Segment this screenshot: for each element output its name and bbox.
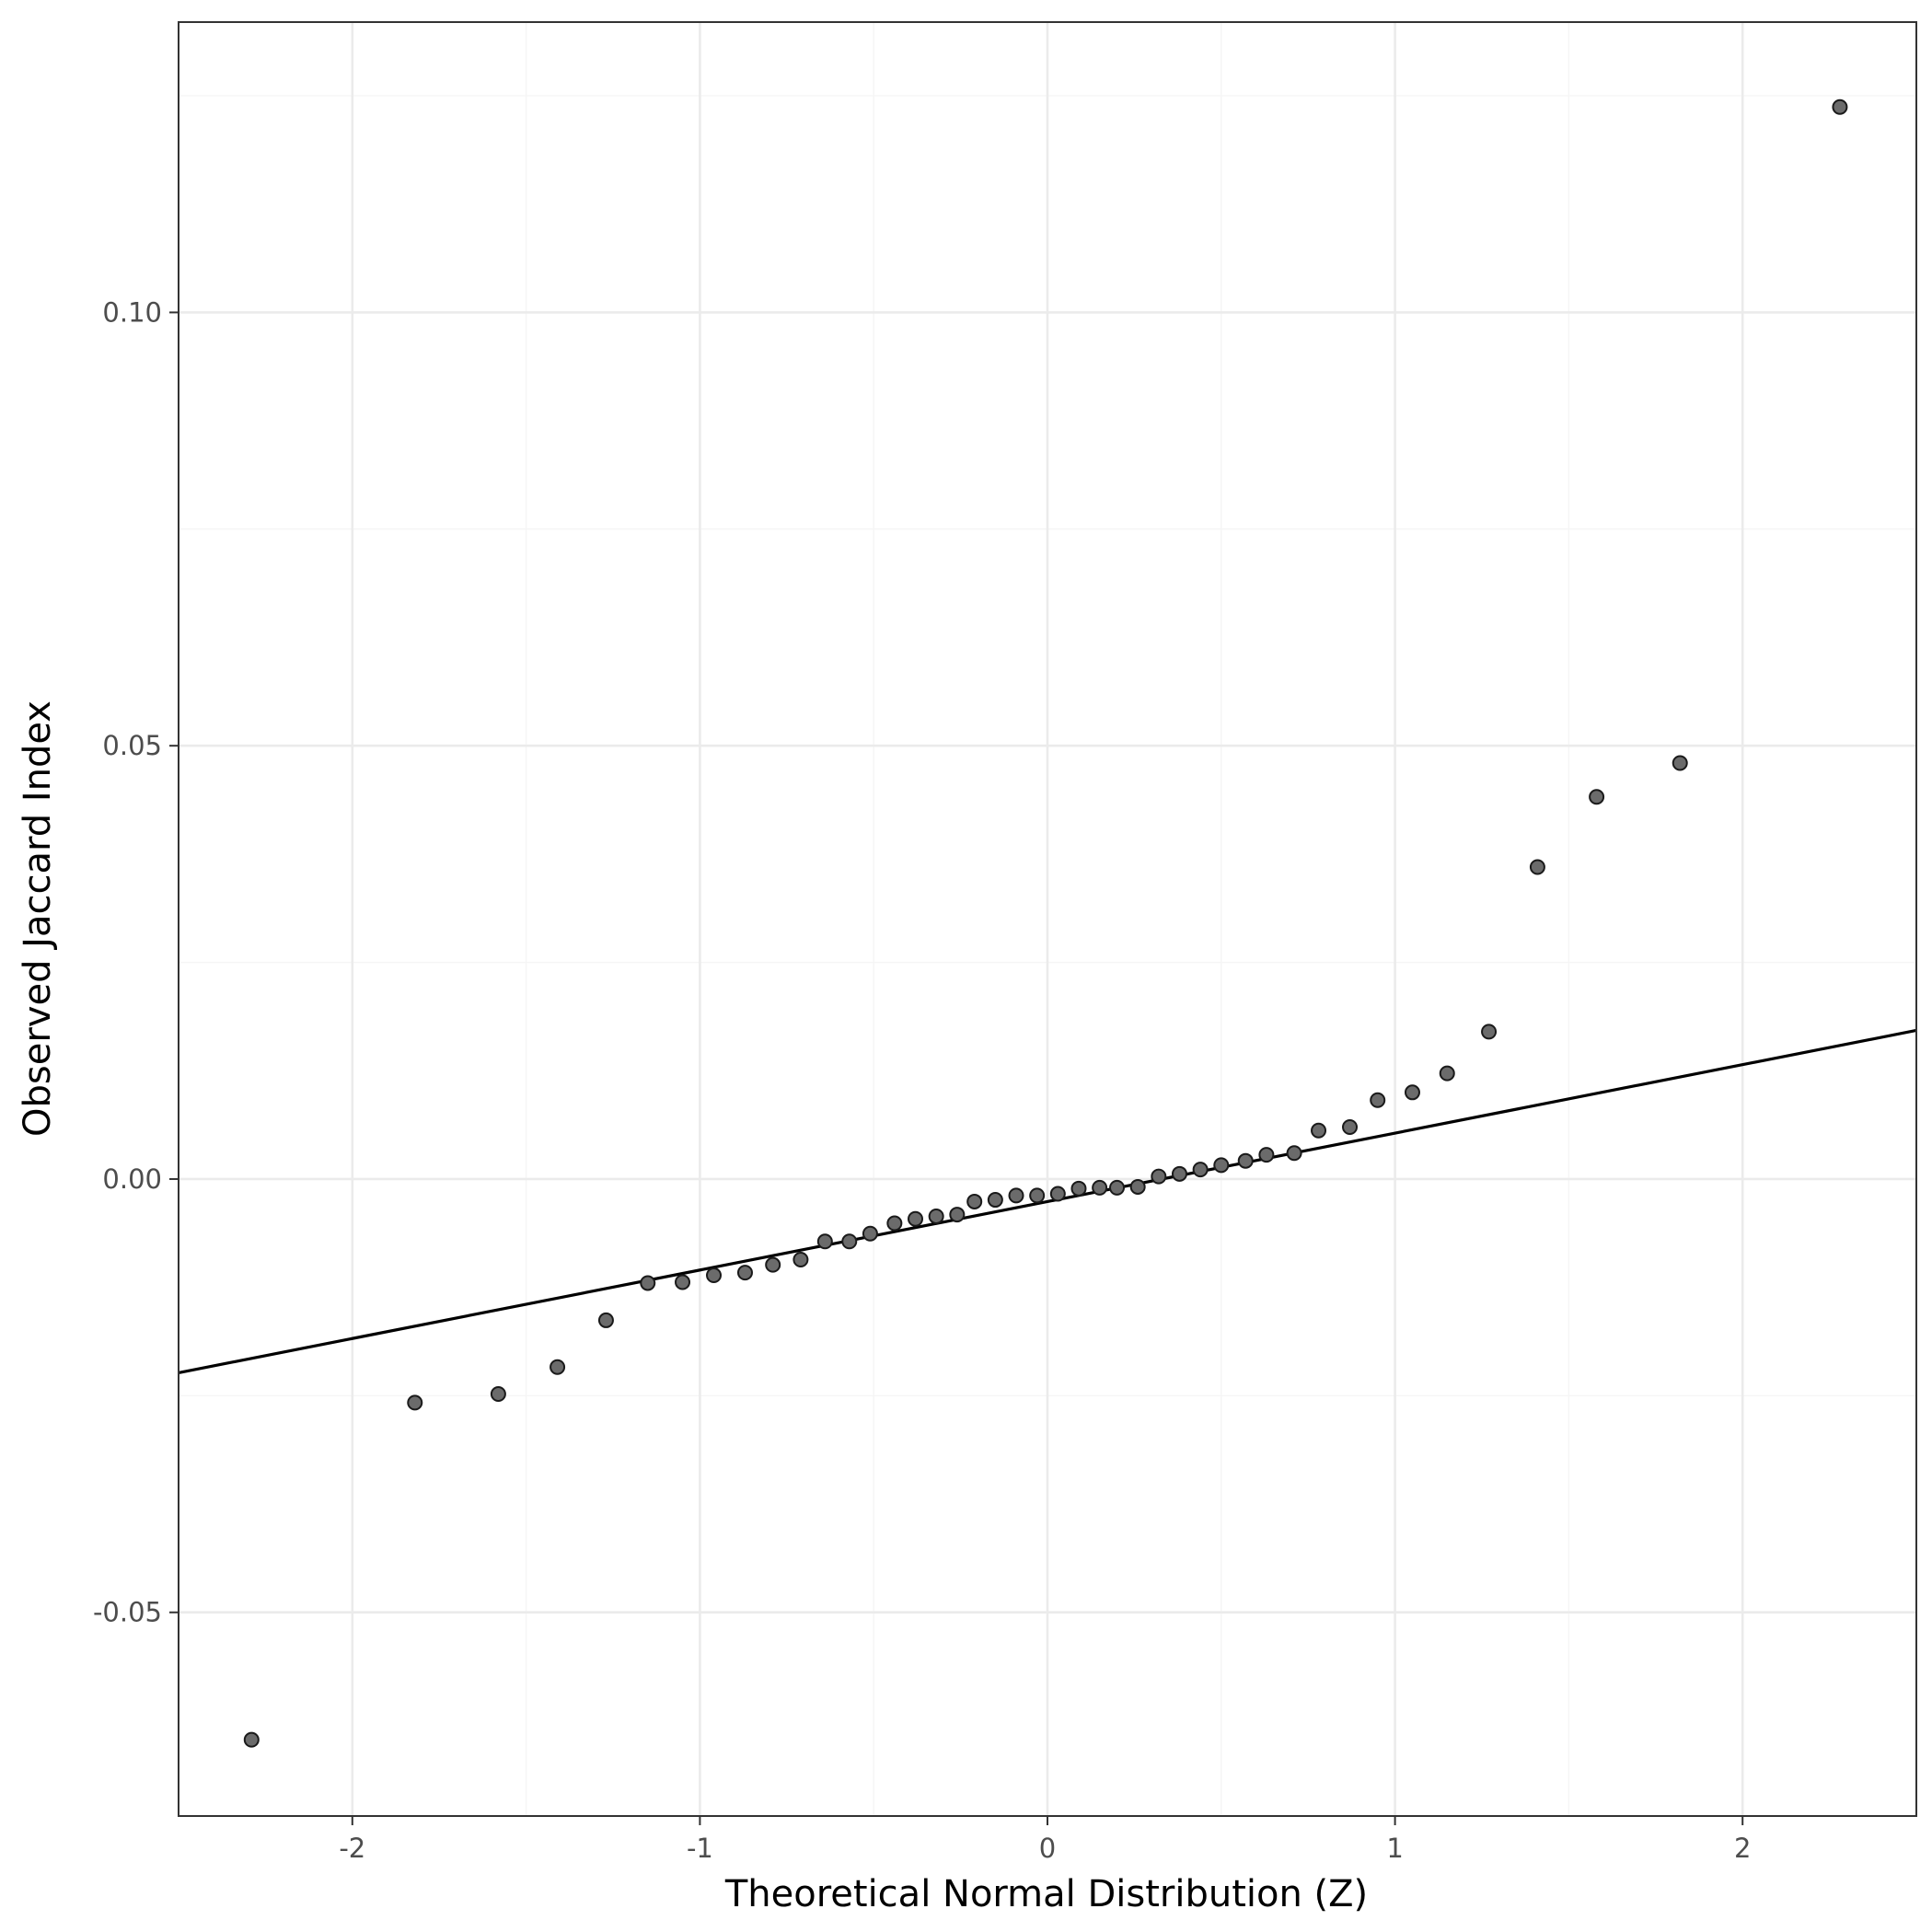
data-point — [597, 1312, 614, 1328]
x-tick-label: 0 — [1039, 1833, 1056, 1864]
data-point — [966, 1193, 983, 1209]
points-layer — [243, 98, 1848, 1748]
x-tick-label: 2 — [1734, 1833, 1751, 1864]
data-point — [1370, 1092, 1386, 1108]
x-tick-label: -1 — [687, 1833, 713, 1864]
x-tick-label: -2 — [339, 1833, 365, 1864]
data-point — [1286, 1145, 1302, 1162]
data-point — [1049, 1186, 1066, 1202]
data-point — [490, 1385, 506, 1402]
y-tick-label: -0.05 — [93, 1597, 162, 1628]
data-point — [407, 1394, 423, 1411]
data-point — [1070, 1180, 1087, 1197]
y-axis: -0.05 0.00 0.05 0.10 — [93, 296, 179, 1628]
data-point — [243, 1731, 260, 1748]
y-tick-label: 0.00 — [102, 1163, 162, 1195]
data-point — [1258, 1147, 1275, 1163]
data-point — [816, 1233, 833, 1250]
y-tick-label: 0.10 — [102, 296, 162, 328]
data-point — [886, 1215, 903, 1232]
data-point — [765, 1256, 781, 1273]
major-gridlines — [179, 22, 1916, 1816]
x-axis: -2 -1 0 1 2 — [339, 1816, 1751, 1864]
data-point — [1481, 1024, 1498, 1040]
data-point — [675, 1274, 691, 1290]
x-tick-label: 1 — [1386, 1833, 1403, 1864]
qq-reference-line — [178, 1028, 1917, 1374]
data-point — [1008, 1187, 1024, 1204]
data-point — [928, 1208, 944, 1224]
y-axis-title: Observed Jaccard Index — [17, 700, 59, 1137]
data-point — [908, 1210, 924, 1227]
data-point — [1529, 859, 1545, 875]
data-point — [550, 1359, 566, 1375]
data-point — [706, 1267, 723, 1283]
data-point — [862, 1225, 878, 1242]
data-point — [1589, 789, 1605, 805]
data-point — [841, 1233, 858, 1250]
data-point — [1129, 1178, 1146, 1195]
data-point — [1672, 755, 1688, 771]
data-point — [1832, 98, 1848, 115]
x-axis-title: Theoretical Normal Distribution (Z) — [724, 1873, 1368, 1915]
data-point — [1213, 1157, 1230, 1174]
data-point — [1109, 1179, 1126, 1196]
data-point — [1029, 1187, 1046, 1204]
data-point — [1171, 1165, 1187, 1182]
data-point — [1404, 1084, 1420, 1101]
data-point — [1311, 1122, 1327, 1139]
data-point — [1342, 1118, 1359, 1135]
y-tick-label: 0.05 — [102, 730, 162, 761]
reference-line-layer — [178, 1028, 1917, 1374]
data-point — [640, 1275, 656, 1291]
data-point — [949, 1207, 966, 1223]
data-point — [1237, 1152, 1254, 1169]
data-point — [736, 1265, 753, 1281]
data-point — [1092, 1179, 1108, 1196]
data-point — [1192, 1162, 1209, 1178]
data-point — [1439, 1065, 1455, 1082]
data-point — [987, 1192, 1003, 1209]
data-point — [1151, 1168, 1167, 1185]
data-point — [792, 1252, 809, 1268]
